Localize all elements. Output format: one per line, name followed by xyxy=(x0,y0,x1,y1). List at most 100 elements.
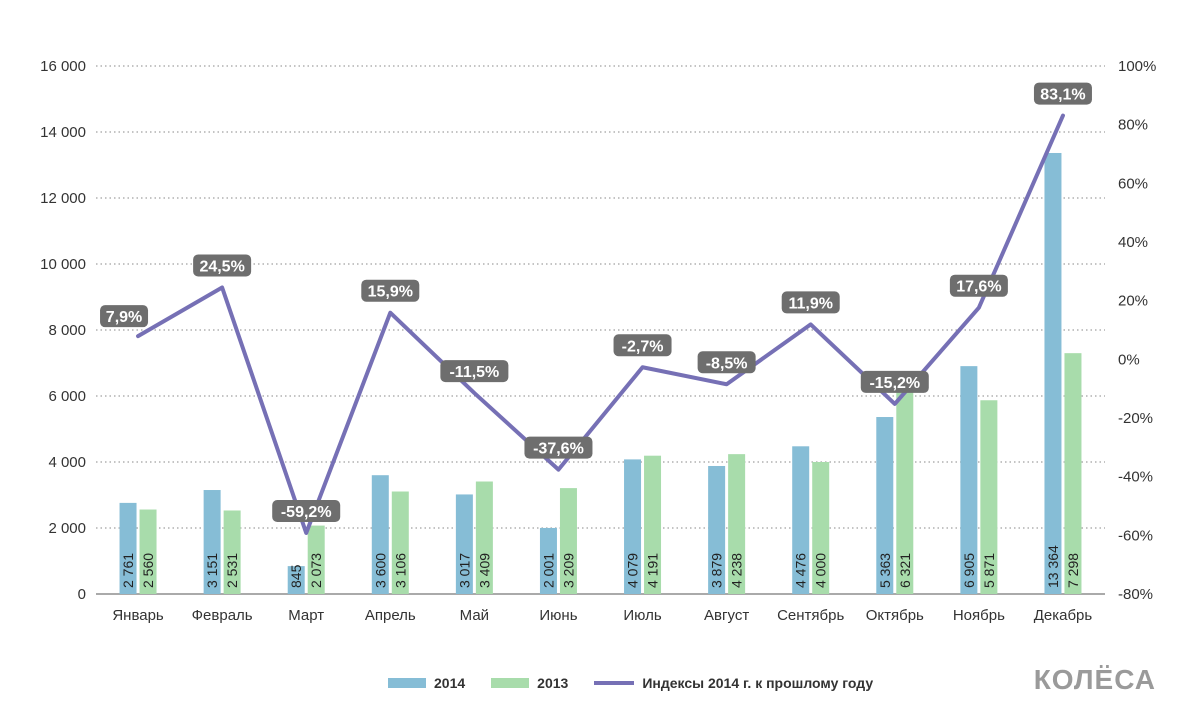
percent-label: -8,5% xyxy=(697,351,756,374)
percent-label-box xyxy=(781,291,840,314)
bar-2013 xyxy=(559,488,577,594)
bar-value-label: 6 905 xyxy=(961,553,977,588)
category-label: Август xyxy=(704,607,749,624)
category-label: Январь xyxy=(112,607,164,624)
bar-2014 xyxy=(960,366,978,594)
right-tick-label: -20% xyxy=(1118,410,1153,427)
bar-2013 xyxy=(223,510,241,594)
category-label: Ноябрь xyxy=(953,607,1005,624)
bar-value-label: 4 079 xyxy=(625,553,641,588)
bar-value-label: 3 209 xyxy=(560,553,576,588)
bar-2014 xyxy=(624,459,642,594)
percent-label-box xyxy=(272,499,341,522)
percent-label-text: -59,2% xyxy=(281,504,332,521)
bar-value-label: 13 364 xyxy=(1045,545,1061,588)
percent-label-box xyxy=(860,370,929,393)
percent-label-text: -8,5% xyxy=(706,355,748,372)
bar-2014 xyxy=(792,446,810,594)
category-label: Июль xyxy=(623,607,661,624)
percent-label: 17,6% xyxy=(949,274,1008,297)
percent-label: 24,5% xyxy=(193,254,252,277)
left-tick-label: 0 xyxy=(78,586,86,603)
bar-2014 xyxy=(287,566,305,594)
right-tick-label: -80% xyxy=(1118,586,1153,603)
percent-label-text: 11,9% xyxy=(788,295,832,312)
percent-label: 7,9% xyxy=(100,305,149,328)
percent-label: -11,5% xyxy=(440,360,509,383)
bar-2013 xyxy=(391,491,409,594)
percent-label-box xyxy=(100,305,149,328)
category-label: Сентябрь xyxy=(777,607,844,624)
percent-label: -59,2% xyxy=(272,499,341,522)
left-tick-label: 6 000 xyxy=(48,388,86,405)
bar-2013 xyxy=(475,481,493,594)
percent-label: -2,7% xyxy=(613,334,672,357)
bar-value-label: 4 000 xyxy=(813,553,829,588)
bar-2013 xyxy=(812,462,830,594)
bar-2014 xyxy=(876,417,894,594)
bar-2013 xyxy=(728,454,746,594)
category-label: Октябрь xyxy=(866,607,924,624)
bar-value-label: 2 761 xyxy=(120,553,136,588)
index-line xyxy=(136,113,1065,535)
bar-value-label: 3 409 xyxy=(476,553,492,588)
right-tick-label: 20% xyxy=(1118,293,1148,310)
percent-label-text: -2,7% xyxy=(622,338,664,355)
percent-label-text: -15,2% xyxy=(869,375,920,392)
category-label: Май xyxy=(460,607,489,624)
percent-label-text: -37,6% xyxy=(533,441,584,458)
bars: 2 761 3 151 845 3 600 3 017 2 001 4 079 3 879 4 … xyxy=(119,152,1082,594)
category-labels: Январь Февраль Март Апрель Май Июнь Июль Август… xyxy=(112,607,1092,624)
bar-value-label: 3 600 xyxy=(372,553,388,588)
right-tick-label: 40% xyxy=(1118,234,1148,251)
bar-value-label: 7 298 xyxy=(1065,553,1081,588)
bar-value-label: 2 073 xyxy=(308,553,324,588)
bar-2014 xyxy=(455,494,473,594)
percent-label: -37,6% xyxy=(524,436,593,459)
bar-value-label: 2 531 xyxy=(224,553,240,588)
percent-label-box xyxy=(361,279,420,302)
bar-2014 xyxy=(708,465,726,594)
left-tick-label: 8 000 xyxy=(48,322,86,339)
percent-label-box xyxy=(1033,82,1092,105)
percent-labels: 7,9% 24,5% -59,2% 15,9% -11,5% -37,6% -2,7% -8,… xyxy=(100,82,1092,522)
bar-value-label: 6 321 xyxy=(897,553,913,588)
legend-label-2014: 2014 xyxy=(434,675,466,691)
left-axis: 0 2 000 4 000 6 000 8 000 10 000 12 000 14 000 1… xyxy=(40,58,86,603)
right-tick-label: 100% xyxy=(1118,58,1156,75)
right-tick-label: -60% xyxy=(1118,527,1153,544)
legend-item-2013: 2013 xyxy=(491,675,568,691)
bar-2013 xyxy=(896,385,914,594)
bar-value-label: 5 363 xyxy=(877,553,893,588)
left-tick-label: 4 000 xyxy=(48,454,86,471)
left-tick-label: 16 000 xyxy=(40,58,86,75)
percent-label-text: 15,9% xyxy=(368,284,413,301)
percent-label-text: -11,5% xyxy=(449,364,499,381)
bar-value-label: 845 xyxy=(288,564,304,588)
percent-label-box xyxy=(613,334,672,357)
index-line-path xyxy=(136,113,1065,535)
bar-2013 xyxy=(307,525,325,594)
bar-value-label: 3 106 xyxy=(392,553,408,588)
left-tick-label: 10 000 xyxy=(40,256,86,273)
right-tick-label: 80% xyxy=(1118,117,1148,134)
right-tick-label: 60% xyxy=(1118,175,1148,192)
bar-2013 xyxy=(1064,353,1082,594)
bar-2014 xyxy=(371,475,389,594)
legend-swatch-2014 xyxy=(388,678,426,688)
percent-label-text: 7,9% xyxy=(106,309,142,326)
bar-value-label: 3 151 xyxy=(204,553,220,588)
bar-value-label: 4 476 xyxy=(793,553,809,588)
percent-label-box xyxy=(193,254,252,277)
right-tick-label: -40% xyxy=(1118,469,1153,486)
percent-label: -15,2% xyxy=(860,370,929,393)
percent-label-box xyxy=(524,436,593,459)
percent-label-text: 24,5% xyxy=(199,258,244,275)
bar-2013 xyxy=(644,455,662,594)
left-tick-label: 2 000 xyxy=(48,520,86,537)
bar-value-label: 2 001 xyxy=(540,553,556,588)
bar-value-label: 2 560 xyxy=(140,553,156,588)
bar-2014 xyxy=(539,527,557,594)
left-tick-label: 14 000 xyxy=(40,124,86,141)
bar-2013 xyxy=(139,509,157,594)
